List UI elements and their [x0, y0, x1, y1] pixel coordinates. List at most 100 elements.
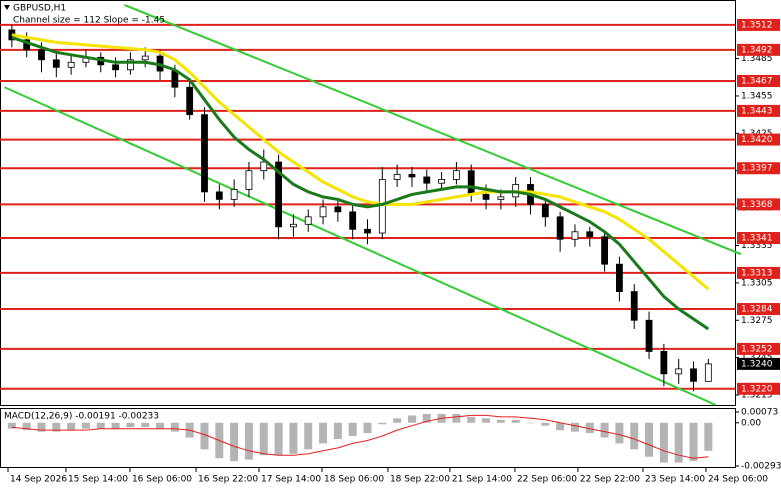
macd-bar	[304, 422, 313, 450]
level-label: 1.3397	[741, 164, 773, 174]
candle-body	[571, 231, 579, 240]
macd-bar	[81, 422, 90, 429]
candle-body	[601, 236, 608, 265]
level-label: 1.3284	[741, 305, 773, 315]
y-tick-label: 1.3485	[741, 54, 773, 64]
level-label: 1.3220	[741, 384, 773, 394]
macd-bar	[230, 422, 239, 462]
candle-body	[215, 191, 223, 200]
candle-body	[304, 216, 312, 225]
x-tick-label: 22 Sep 06:00	[517, 475, 577, 485]
candle-body	[349, 211, 357, 230]
macd-bar	[289, 422, 298, 454]
macd-bar	[393, 418, 402, 423]
level-tag	[737, 303, 780, 316]
y-tick-label: 1.3335	[741, 241, 773, 251]
channel-line	[124, 4, 742, 256]
candle-body	[393, 174, 401, 180]
candle-body	[141, 55, 149, 61]
level-tag	[737, 382, 780, 395]
x-tick-label: 24 Sep 06:00	[708, 475, 768, 485]
candle-body	[186, 86, 194, 116]
macd-bar	[645, 422, 654, 457]
x-tick-label: 18 Sep 22:00	[390, 475, 450, 485]
macd-bar	[156, 422, 165, 429]
candle-body	[364, 228, 371, 234]
candle-body	[467, 170, 475, 195]
level-tag	[737, 104, 780, 117]
x-tick-label: 23 Sep 14:00	[645, 475, 705, 485]
level-tag	[737, 162, 780, 175]
macd-bar	[496, 419, 505, 423]
candle-body	[660, 351, 668, 375]
macd-bar	[67, 422, 76, 431]
candle-body	[438, 179, 445, 184]
candle-body	[334, 206, 342, 213]
macd-bar	[630, 422, 639, 450]
macd-bar	[556, 422, 565, 431]
candle-body	[408, 174, 416, 178]
macd-bar	[704, 422, 713, 451]
candle-body	[704, 363, 712, 382]
macd-bar	[22, 422, 31, 431]
macd-title: MACD(12,26,9) -0.00191 -0.00233	[4, 412, 159, 422]
moving-average	[11, 35, 710, 331]
macd-bar	[482, 418, 491, 423]
macd-bar	[407, 415, 416, 423]
level-tag	[737, 198, 780, 211]
y-tick-label: 1.3455	[741, 91, 773, 101]
x-tick-label: 21 Sep 14:00	[452, 475, 512, 485]
macd-bar	[452, 413, 461, 423]
candle-body	[630, 291, 638, 321]
candle-body	[586, 231, 594, 238]
macd-bar	[467, 416, 476, 423]
macd-bar	[600, 422, 609, 438]
x-tick-label: 16 Sep 06:00	[132, 475, 192, 485]
candle-body	[112, 64, 119, 71]
macd-bar	[363, 422, 372, 434]
macd-bar	[659, 422, 668, 463]
level-tag	[737, 342, 780, 355]
current-price-tag	[737, 357, 780, 370]
macd-bar	[200, 422, 209, 450]
macd-bar	[511, 419, 520, 423]
candle-body	[38, 49, 45, 61]
macd-bar	[274, 422, 283, 456]
y-tick-label: 0.00073	[741, 408, 778, 418]
level-tag	[737, 232, 780, 245]
candle-body	[423, 176, 431, 184]
macd-bar	[244, 422, 253, 460]
y-tick-label: 1.3215	[741, 391, 773, 401]
x-tick-label: 22 Sep 22:00	[580, 475, 640, 485]
candle-body	[275, 161, 282, 228]
candle-body	[319, 206, 327, 218]
macd-bar	[585, 422, 594, 434]
macd-bar	[689, 422, 698, 462]
candle-body	[67, 61, 75, 68]
macd-bar	[348, 422, 357, 437]
chart-title: GBPUSD,H1	[13, 4, 66, 14]
level-tag	[737, 75, 780, 87]
macd-bar	[37, 422, 46, 432]
macd-panel	[0, 408, 736, 468]
current-price-label: 1.3240	[741, 359, 773, 369]
y-tick-label: 0.00	[741, 418, 761, 428]
macd-bar	[7, 422, 16, 429]
candle-body	[541, 203, 549, 218]
macd-bar	[259, 422, 268, 456]
symbol-icon	[4, 5, 10, 10]
candle-body	[556, 216, 564, 240]
level-label: 1.3467	[741, 77, 773, 87]
macd-bar	[96, 422, 105, 429]
candle-body	[260, 161, 268, 172]
candle-body	[645, 319, 653, 352]
level-label: 1.3368	[741, 200, 773, 210]
candle-body	[453, 170, 460, 180]
level-label: 1.3252	[741, 344, 773, 354]
x-tick-label: 15 Sep 14:00	[68, 475, 128, 485]
level-label: 1.3341	[741, 234, 773, 244]
candle-body	[245, 170, 253, 190]
y-tick-label: 1.3305	[741, 278, 773, 288]
y-tick-label: -0.00293	[741, 462, 781, 472]
candle-body	[616, 263, 623, 292]
